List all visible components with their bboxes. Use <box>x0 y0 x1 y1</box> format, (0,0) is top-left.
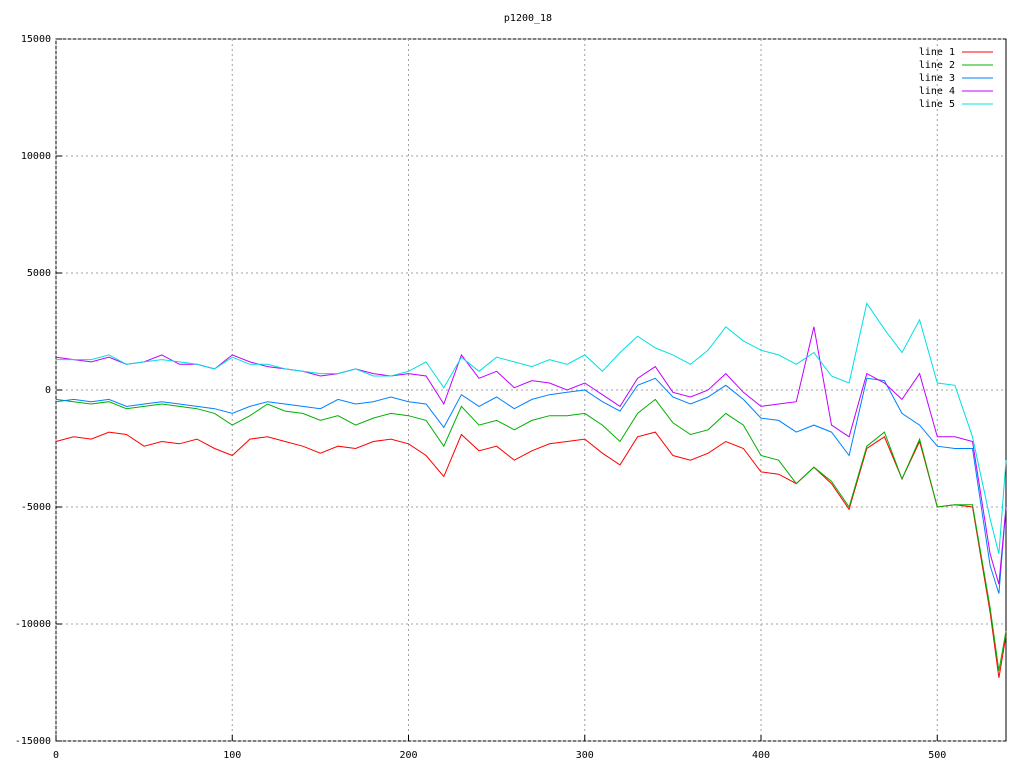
series-line <box>55 326 1007 585</box>
x-tick-label: 0 <box>53 750 59 761</box>
chart-title: p1200_18 <box>504 13 552 24</box>
legend-label: line 3 <box>919 73 955 84</box>
legend-label: line 1 <box>919 47 955 58</box>
x-tick-label: 400 <box>752 750 770 761</box>
y-tick-label: 5000 <box>27 268 51 279</box>
series-line <box>55 377 1007 594</box>
y-tick-label: -15000 <box>15 736 51 747</box>
y-tick-label: 15000 <box>21 34 51 45</box>
y-tick-label: -10000 <box>15 619 51 630</box>
x-tick-label: 200 <box>399 750 417 761</box>
x-tick-label: 300 <box>576 750 594 761</box>
y-tick-label: 10000 <box>21 151 51 162</box>
x-tick-label: 100 <box>223 750 241 761</box>
series-line <box>56 302 1007 554</box>
legend-label: line 4 <box>919 86 955 97</box>
y-tick-label: -5000 <box>21 502 51 513</box>
y-tick-label: 0 <box>45 385 51 396</box>
series-line <box>55 431 1007 678</box>
legend-label: line 2 <box>919 60 955 71</box>
legend-label: line 5 <box>919 99 955 110</box>
x-tick-label: 500 <box>928 750 946 761</box>
series-line <box>55 398 1007 671</box>
